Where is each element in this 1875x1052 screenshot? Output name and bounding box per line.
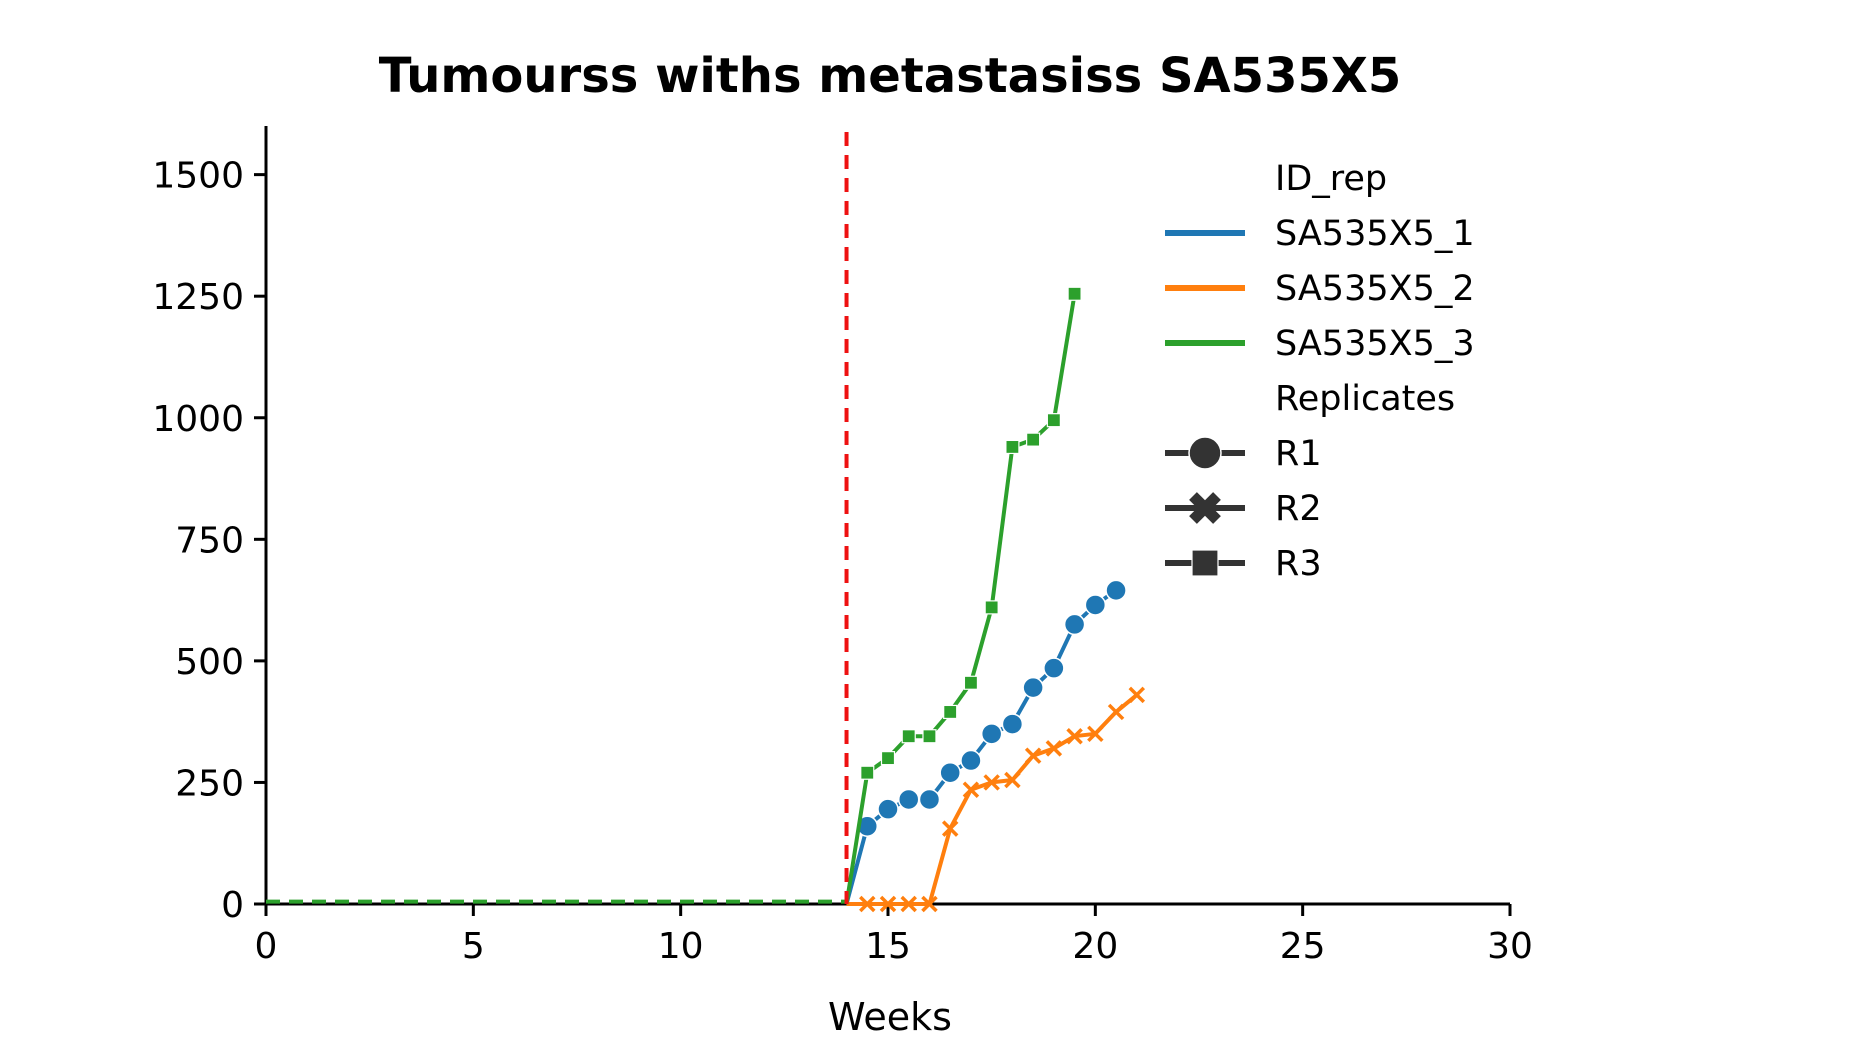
data-point bbox=[922, 729, 937, 744]
x-marker-stroke bbox=[962, 781, 980, 798]
data-point bbox=[960, 749, 982, 772]
data-point bbox=[877, 798, 899, 820]
x-marker-stroke bbox=[941, 820, 959, 837]
data-point bbox=[1067, 286, 1082, 301]
data-point bbox=[921, 895, 938, 913]
legend-item-R3: R3 bbox=[1165, 544, 1322, 584]
legend-label: R3 bbox=[1275, 544, 1322, 584]
data-point bbox=[918, 788, 941, 811]
x-tick-label: 20 bbox=[1072, 926, 1118, 967]
y-tick-label: 1000 bbox=[152, 399, 244, 440]
y-tick-label: 1250 bbox=[152, 277, 244, 318]
x-marker-stroke bbox=[1024, 747, 1042, 764]
x-tick-label: 5 bbox=[462, 926, 485, 967]
data-point bbox=[1084, 594, 1107, 616]
series-SA535X5_3 bbox=[844, 286, 1082, 905]
x-marker-stroke bbox=[1087, 725, 1104, 743]
data-point bbox=[1107, 703, 1125, 721]
chart-title: Tumourss withs metastasiss SA535X5 bbox=[379, 48, 1402, 104]
data-point bbox=[1046, 413, 1061, 428]
legend-label: SA535X5_1 bbox=[1275, 214, 1475, 254]
x-tick-label: 30 bbox=[1487, 926, 1533, 967]
x-marker-stroke bbox=[1066, 728, 1083, 745]
y-tick-label: 250 bbox=[175, 763, 244, 804]
x-marker-stroke bbox=[1189, 492, 1221, 524]
data-point bbox=[943, 704, 958, 720]
y-tick-label: 1500 bbox=[152, 156, 244, 197]
x-tick-label: 0 bbox=[255, 926, 278, 967]
legend-item-SA535X5_1: SA535X5_1 bbox=[1165, 214, 1475, 254]
data-point bbox=[1045, 740, 1063, 757]
x-marker-stroke bbox=[1128, 686, 1146, 704]
x-axis-title: Weeks bbox=[828, 995, 952, 1039]
legend-label: SA535X5_3 bbox=[1275, 324, 1475, 364]
legend-hue-title: ID_rep bbox=[1275, 159, 1387, 199]
data-point bbox=[1087, 725, 1104, 743]
legend-item-R2: R2 bbox=[1165, 489, 1322, 529]
legend-marker bbox=[1191, 549, 1219, 577]
x-marker-stroke bbox=[1045, 740, 1063, 757]
axes: 0 5 10 15 20 25 30 0 250 500 750 1000 1250 1500 bbox=[152, 126, 1533, 967]
data-point bbox=[901, 729, 916, 744]
legend-marker bbox=[1188, 436, 1222, 470]
data-point bbox=[941, 820, 959, 837]
data-point bbox=[1026, 432, 1041, 447]
data-point bbox=[900, 895, 917, 913]
x-marker-stroke bbox=[1107, 703, 1125, 721]
y-tick-label: 0 bbox=[221, 885, 244, 926]
x-marker-stroke bbox=[879, 895, 897, 913]
x-marker-stroke bbox=[900, 895, 917, 913]
x-tick-label: 25 bbox=[1280, 926, 1326, 967]
legend-marker bbox=[1189, 492, 1221, 524]
x-tick-label: 15 bbox=[865, 926, 911, 967]
data-point bbox=[1024, 747, 1042, 764]
data-point bbox=[983, 774, 1000, 791]
legend-label: R2 bbox=[1275, 489, 1322, 529]
x-tick-label: 10 bbox=[658, 926, 704, 967]
data-point bbox=[897, 788, 920, 811]
plot-area bbox=[266, 132, 1146, 913]
legend-item-SA535X5_2: SA535X5_2 bbox=[1165, 269, 1475, 309]
series-SA535X5_1 bbox=[844, 579, 1127, 905]
legend-style-title: Replicates bbox=[1275, 379, 1455, 419]
x-marker-stroke bbox=[983, 774, 1000, 791]
legend-label: R1 bbox=[1275, 434, 1322, 474]
data-point bbox=[963, 675, 979, 690]
data-point bbox=[1001, 713, 1024, 735]
legend-item-SA535X5_3: SA535X5_3 bbox=[1165, 324, 1475, 364]
y-tick-label: 500 bbox=[175, 642, 244, 683]
y-tick-label: 750 bbox=[175, 520, 244, 561]
data-point bbox=[860, 765, 875, 780]
data-point bbox=[1066, 728, 1083, 745]
legend-item-R1: R1 bbox=[1165, 434, 1322, 474]
data-point bbox=[1063, 613, 1086, 636]
legend: ID_rep SA535X5_1 SA535X5_2 SA535X5_3 Replica… bbox=[1165, 159, 1475, 584]
x-marker-stroke bbox=[859, 895, 876, 913]
data-point bbox=[859, 895, 876, 913]
series-SA535X5_2 bbox=[846, 686, 1146, 913]
data-point bbox=[1022, 676, 1044, 699]
data-point bbox=[1043, 657, 1065, 679]
data-point bbox=[879, 895, 897, 913]
data-point bbox=[880, 751, 896, 766]
data-point bbox=[984, 600, 999, 615]
data-point bbox=[980, 723, 1003, 745]
x-marker-stroke bbox=[1004, 771, 1021, 789]
data-point bbox=[1128, 686, 1146, 704]
series-line-SA535X5_1 bbox=[844, 588, 1118, 905]
data-point bbox=[1105, 579, 1127, 602]
data-point bbox=[962, 781, 980, 798]
data-point bbox=[1005, 439, 1020, 455]
data-point bbox=[939, 761, 961, 784]
legend-label: SA535X5_2 bbox=[1275, 269, 1475, 309]
x-marker-stroke bbox=[921, 895, 938, 913]
data-point bbox=[1004, 771, 1021, 789]
